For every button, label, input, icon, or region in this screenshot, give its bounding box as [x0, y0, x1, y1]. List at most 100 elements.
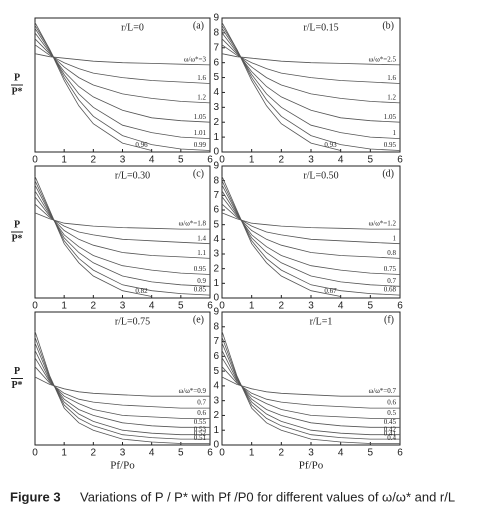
panel-letter: (f)	[384, 314, 394, 325]
curve-label: 0.95	[384, 141, 397, 149]
plot-frame	[221, 17, 401, 153]
x-tick-label: 2	[279, 448, 285, 459]
panel-letter: (c)	[193, 168, 204, 179]
x-tick-label: 5	[368, 301, 374, 312]
y-tick-label: 7	[213, 42, 219, 53]
x-tick-label: 6	[207, 448, 213, 459]
x-tick-label: 4	[149, 155, 155, 166]
curve-label: 0.45	[384, 418, 397, 426]
x-tick-label: 3	[308, 301, 314, 312]
x-tick-label: 5	[178, 301, 184, 312]
plot-frame	[34, 165, 211, 299]
y-label-num: P	[14, 366, 20, 377]
x-tick-label: 0	[32, 448, 38, 459]
x-tick-label: 1	[249, 448, 255, 459]
y-tick-label: 6	[213, 351, 219, 362]
y-tick-label: 5	[213, 72, 219, 83]
panel-title: r/L=0.15	[303, 22, 338, 33]
x-tick-label: 3	[120, 448, 126, 459]
curve-label: 0.5	[387, 409, 396, 417]
plot-frame	[34, 17, 211, 153]
x-label: Pf/Po	[110, 460, 135, 472]
y-tick-label: 0	[213, 293, 219, 304]
curve-label: 0.93	[324, 141, 337, 149]
y-tick-label: 6	[213, 205, 219, 216]
y-tick-label: 0	[213, 147, 219, 158]
y-label-den: P*	[11, 86, 22, 97]
curve-label: 1.05	[194, 113, 207, 121]
caption-text: Variations of P / P* with Pf /P0 for dif…	[80, 489, 455, 504]
x-tick-label: 6	[207, 155, 213, 166]
y-tick-label: 6	[213, 57, 219, 68]
x-tick-label: 4	[338, 155, 344, 166]
curve	[34, 180, 211, 296]
y-tick-label: 1	[213, 425, 219, 436]
curve	[34, 28, 211, 139]
x-tick-label: 3	[308, 155, 314, 166]
x-tick-label: 1	[61, 301, 67, 312]
curve-label: 0.9	[197, 277, 206, 285]
y-tick-label: 5	[213, 219, 219, 230]
y-label-den: P*	[11, 233, 22, 244]
y-tick-label: 8	[213, 28, 219, 39]
panel-letter: (d)	[382, 168, 394, 179]
curve-label: ω/ω*=2.5	[369, 56, 397, 64]
y-tick-label: 3	[213, 102, 219, 113]
x-tick-label: 1	[249, 155, 255, 166]
plot-frame	[34, 311, 211, 446]
x-tick-label: 1	[61, 155, 67, 166]
y-tick-label: 4	[213, 234, 219, 245]
y-label-num: P	[14, 219, 20, 230]
x-tick-label: 6	[207, 301, 213, 312]
curve-label: 0.6	[197, 409, 206, 417]
x-tick-label: 6	[397, 155, 403, 166]
y-tick-label: 7	[213, 190, 219, 201]
y-tick-label: 9	[213, 307, 219, 318]
x-label: Pf/Po	[299, 460, 324, 472]
curve-label: ω/ω*=1.2	[369, 220, 397, 228]
x-tick-label: 5	[178, 155, 184, 166]
plot-frame	[221, 165, 401, 299]
curve-label: 0.95	[194, 265, 207, 273]
x-tick-label: 3	[308, 448, 314, 459]
curve-label: 0.55	[194, 418, 207, 426]
curve-label: 0.53	[194, 425, 207, 433]
y-tick-label: 1	[213, 132, 219, 143]
x-tick-label: 1	[61, 448, 67, 459]
x-tick-label: 4	[149, 301, 155, 312]
curve	[221, 176, 341, 297]
x-tick-label: 6	[397, 301, 403, 312]
curve	[221, 38, 401, 104]
curve	[221, 25, 401, 151]
curve-label: 1.4	[197, 234, 206, 242]
curve-label: 0.75	[384, 265, 397, 273]
curve-label: 0.68	[384, 286, 397, 294]
caption-label: Figure 3	[10, 489, 61, 504]
curve-label: 0.42	[384, 425, 397, 433]
curve	[221, 53, 401, 66]
y-tick-label: 8	[213, 175, 219, 186]
curve-label: 0.4	[387, 434, 396, 442]
x-tick-label: 2	[91, 155, 97, 166]
curve	[221, 28, 401, 139]
y-tick-label: 9	[213, 161, 219, 172]
y-tick-label: 4	[213, 381, 219, 392]
x-tick-label: 5	[178, 448, 184, 459]
panel-title: r/L=0.75	[115, 316, 150, 327]
panel-title: r/L=1	[310, 316, 333, 327]
curve-label: 0.8	[387, 249, 396, 257]
curve	[34, 331, 210, 444]
curve-label: 0.67	[324, 287, 337, 295]
y-tick-label: 0	[213, 440, 219, 451]
x-tick-label: 2	[91, 448, 97, 459]
curve-label: 1.6	[197, 74, 206, 82]
x-tick-label: 0	[219, 448, 225, 459]
curve	[221, 331, 400, 444]
panel-title: r/L=0	[121, 22, 144, 33]
curve-label: 1.01	[194, 129, 207, 137]
x-tick-label: 4	[149, 448, 155, 459]
panel-title: r/L=0.50	[303, 170, 338, 181]
curve-label: 0.7	[387, 277, 396, 285]
curve-label: 1.2	[387, 93, 396, 101]
